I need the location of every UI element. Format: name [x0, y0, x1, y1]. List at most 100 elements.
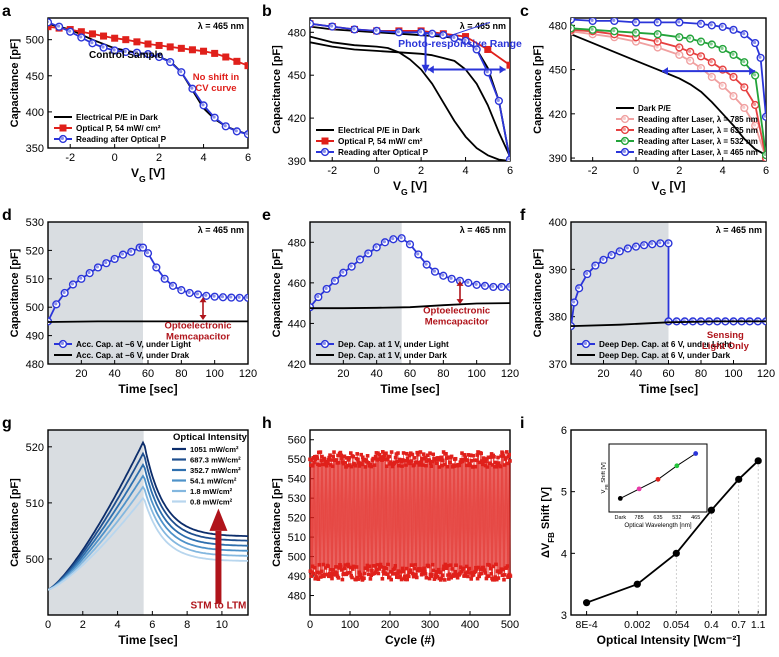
- inset-point: [655, 476, 661, 482]
- inset-x-axis-label: Optical Wavelength [nm]: [624, 522, 691, 529]
- x-axis-label: Time [sec]: [118, 633, 177, 647]
- y-tick-label: 510: [26, 274, 44, 286]
- cycle-point: [349, 451, 353, 455]
- x-tick-label: 20: [597, 368, 609, 380]
- plot-area: [48, 18, 248, 139]
- cycle-point: [465, 458, 470, 463]
- cycle-point: [469, 459, 474, 463]
- cycle-point: [395, 575, 399, 579]
- data-point-core: [416, 252, 420, 256]
- label-subscript: FB: [604, 484, 609, 490]
- y-tick-label: 480: [288, 237, 306, 249]
- cycle-point: [393, 460, 397, 465]
- intensity-curve-1: [48, 451, 248, 591]
- callout-line-2: Light Only: [702, 341, 750, 352]
- cycle-point: [386, 562, 390, 567]
- cycle-point: [484, 576, 489, 581]
- cycle-point: [448, 563, 453, 567]
- x-tick-label: 40: [109, 368, 121, 380]
- data-point-core: [590, 27, 594, 31]
- series-line-1: [571, 320, 766, 327]
- legend-entry: Electrical P/E in Dark: [338, 126, 420, 135]
- data-point: [754, 457, 762, 465]
- data-point-core: [731, 27, 735, 31]
- cycle-point: [507, 452, 511, 457]
- y-tick-label: 500: [288, 552, 306, 564]
- data-point-core: [352, 27, 356, 31]
- cycle-point: [321, 462, 325, 467]
- cycle-point: [323, 566, 328, 570]
- data-point-core: [590, 18, 594, 22]
- cycle-point: [474, 458, 479, 463]
- cycle-point: [405, 577, 409, 582]
- data-point-core: [482, 283, 486, 287]
- x-axis-label: VG [V]: [131, 166, 165, 184]
- y-tick-label: 500: [26, 554, 44, 566]
- cycle-point: [346, 458, 351, 462]
- label-part: [V]: [666, 179, 685, 193]
- cycle-point: [382, 453, 387, 458]
- intensity-curve-0: [48, 440, 248, 591]
- cycle-point: [355, 565, 359, 569]
- data-point-core: [677, 20, 681, 24]
- cycle-point: [375, 563, 380, 567]
- data-point: [633, 580, 641, 588]
- cycle-point: [340, 577, 345, 582]
- data-point-core: [330, 24, 334, 28]
- panel-f: 20 40 60 80 100 120 370 380 390 400 Time [sec] Capa…: [532, 217, 775, 396]
- cycle-point: [410, 563, 414, 568]
- cycle-point: [355, 452, 359, 456]
- data-point-core: [168, 59, 172, 64]
- x-tick-label: 60: [662, 368, 674, 380]
- data-point-core: [145, 251, 149, 255]
- cycle-point: [424, 575, 429, 580]
- cycle-point: [501, 451, 505, 456]
- cycle-point: [448, 460, 452, 465]
- data-point-core: [374, 245, 378, 249]
- x-tick-label: 0: [374, 165, 380, 177]
- cycle-point: [408, 568, 413, 572]
- data-point-core: [162, 276, 166, 280]
- y-axis-label: Capacitance [pF]: [9, 478, 21, 567]
- data-point-core: [698, 21, 703, 25]
- data-point-core: [129, 249, 133, 253]
- data-point: [111, 34, 119, 42]
- y-tick-label: 450: [288, 70, 306, 82]
- inset-x-tick-label: 635: [653, 515, 662, 521]
- cycle-point: [469, 453, 473, 458]
- cycle-point: [443, 578, 447, 582]
- cycle-point: [338, 450, 343, 455]
- cycle-point: [405, 456, 410, 461]
- x-tick-label: 100: [467, 368, 485, 380]
- cycle-point: [380, 576, 385, 581]
- cycle-point: [496, 455, 500, 460]
- cycle-point: [479, 571, 484, 576]
- cycle-point: [339, 453, 343, 458]
- data-point-core: [720, 83, 724, 87]
- y-tick-label: 420: [288, 359, 306, 371]
- plot-area: [48, 243, 248, 326]
- label-part: [V]: [408, 179, 427, 193]
- data-point-core: [612, 18, 616, 22]
- cycle-point: [419, 460, 423, 464]
- cycle-point: [463, 574, 467, 578]
- cycle-point: [405, 451, 409, 456]
- cycle-point: [330, 576, 334, 581]
- cycle-point: [452, 464, 456, 468]
- cycle-point: [461, 566, 465, 571]
- legend-entry: Deep Dep. Cap. at 6 V, under Light: [599, 340, 732, 349]
- x-tick-label: 20: [337, 368, 349, 380]
- panel-letter-h: h: [262, 415, 272, 432]
- cycle-point: [379, 565, 384, 569]
- cycle-point: [385, 457, 390, 462]
- data-point-core: [104, 260, 108, 265]
- y-tick-label: 520: [288, 513, 306, 525]
- wavelength-annotation: λ = 465 nm: [460, 21, 506, 31]
- data-point: [571, 24, 576, 33]
- data-point-core: [633, 30, 638, 34]
- y-tick-label: 480: [549, 20, 567, 32]
- data-point: [484, 45, 492, 53]
- y-tick-label: 4: [561, 548, 567, 560]
- cycle-point: [429, 464, 434, 469]
